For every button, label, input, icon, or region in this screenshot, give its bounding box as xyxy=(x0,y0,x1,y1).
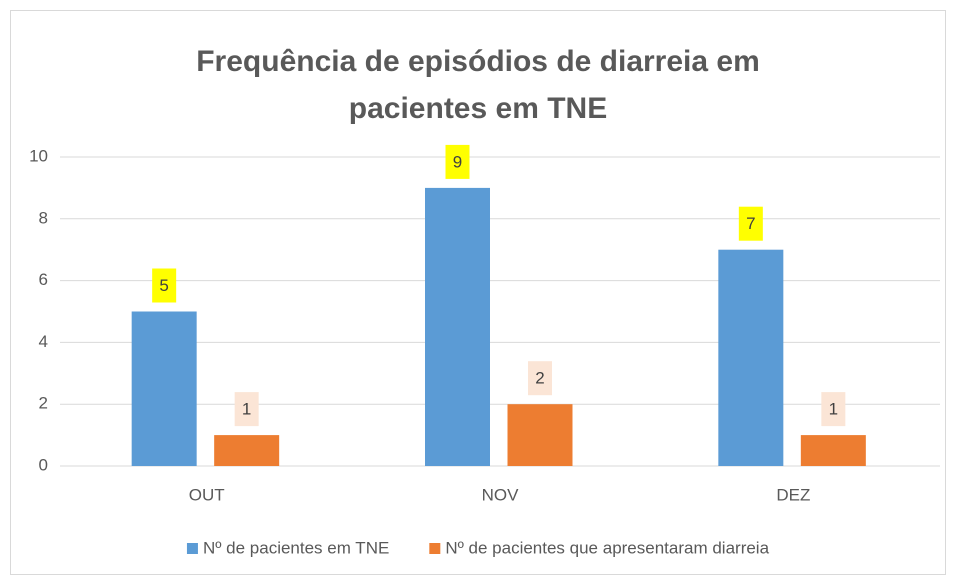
y-tick-label: 0 xyxy=(39,455,48,474)
bar xyxy=(507,404,573,466)
data-label: 5 xyxy=(159,276,168,295)
bar xyxy=(131,311,197,466)
x-tick-label: NOV xyxy=(482,485,520,504)
chart-title: Frequência de episódios de diarreia em p… xyxy=(196,45,760,125)
legend-swatch xyxy=(429,543,441,554)
data-label-bg xyxy=(445,144,470,179)
y-tick-label: 10 xyxy=(29,146,48,165)
data-label-bg xyxy=(152,268,177,303)
data-label-bg xyxy=(738,206,763,241)
y-tick-label: 2 xyxy=(39,394,48,413)
data-label: 1 xyxy=(829,400,838,419)
y-tick-label: 6 xyxy=(39,270,48,289)
data-label-bg xyxy=(234,392,259,427)
bar xyxy=(800,435,866,466)
data-label-bg xyxy=(821,392,846,427)
legend-swatch xyxy=(186,543,198,554)
y-tick-label: 4 xyxy=(39,332,48,351)
data-label-bg xyxy=(528,361,552,396)
legend-label: Nº de pacientes em TNE xyxy=(203,538,389,557)
data-label: 1 xyxy=(242,400,251,419)
bar xyxy=(425,187,490,466)
x-tick-label: DEZ xyxy=(776,485,810,504)
legend-label: Nº de pacientes que apresentaram diarrei… xyxy=(445,538,769,557)
data-label: 9 xyxy=(453,152,462,171)
y-tick-label: 8 xyxy=(39,208,48,227)
data-label: 2 xyxy=(535,369,544,388)
x-tick-label: OUT xyxy=(189,485,225,504)
bar xyxy=(718,249,784,466)
data-label: 7 xyxy=(746,214,755,233)
bar xyxy=(214,435,280,466)
